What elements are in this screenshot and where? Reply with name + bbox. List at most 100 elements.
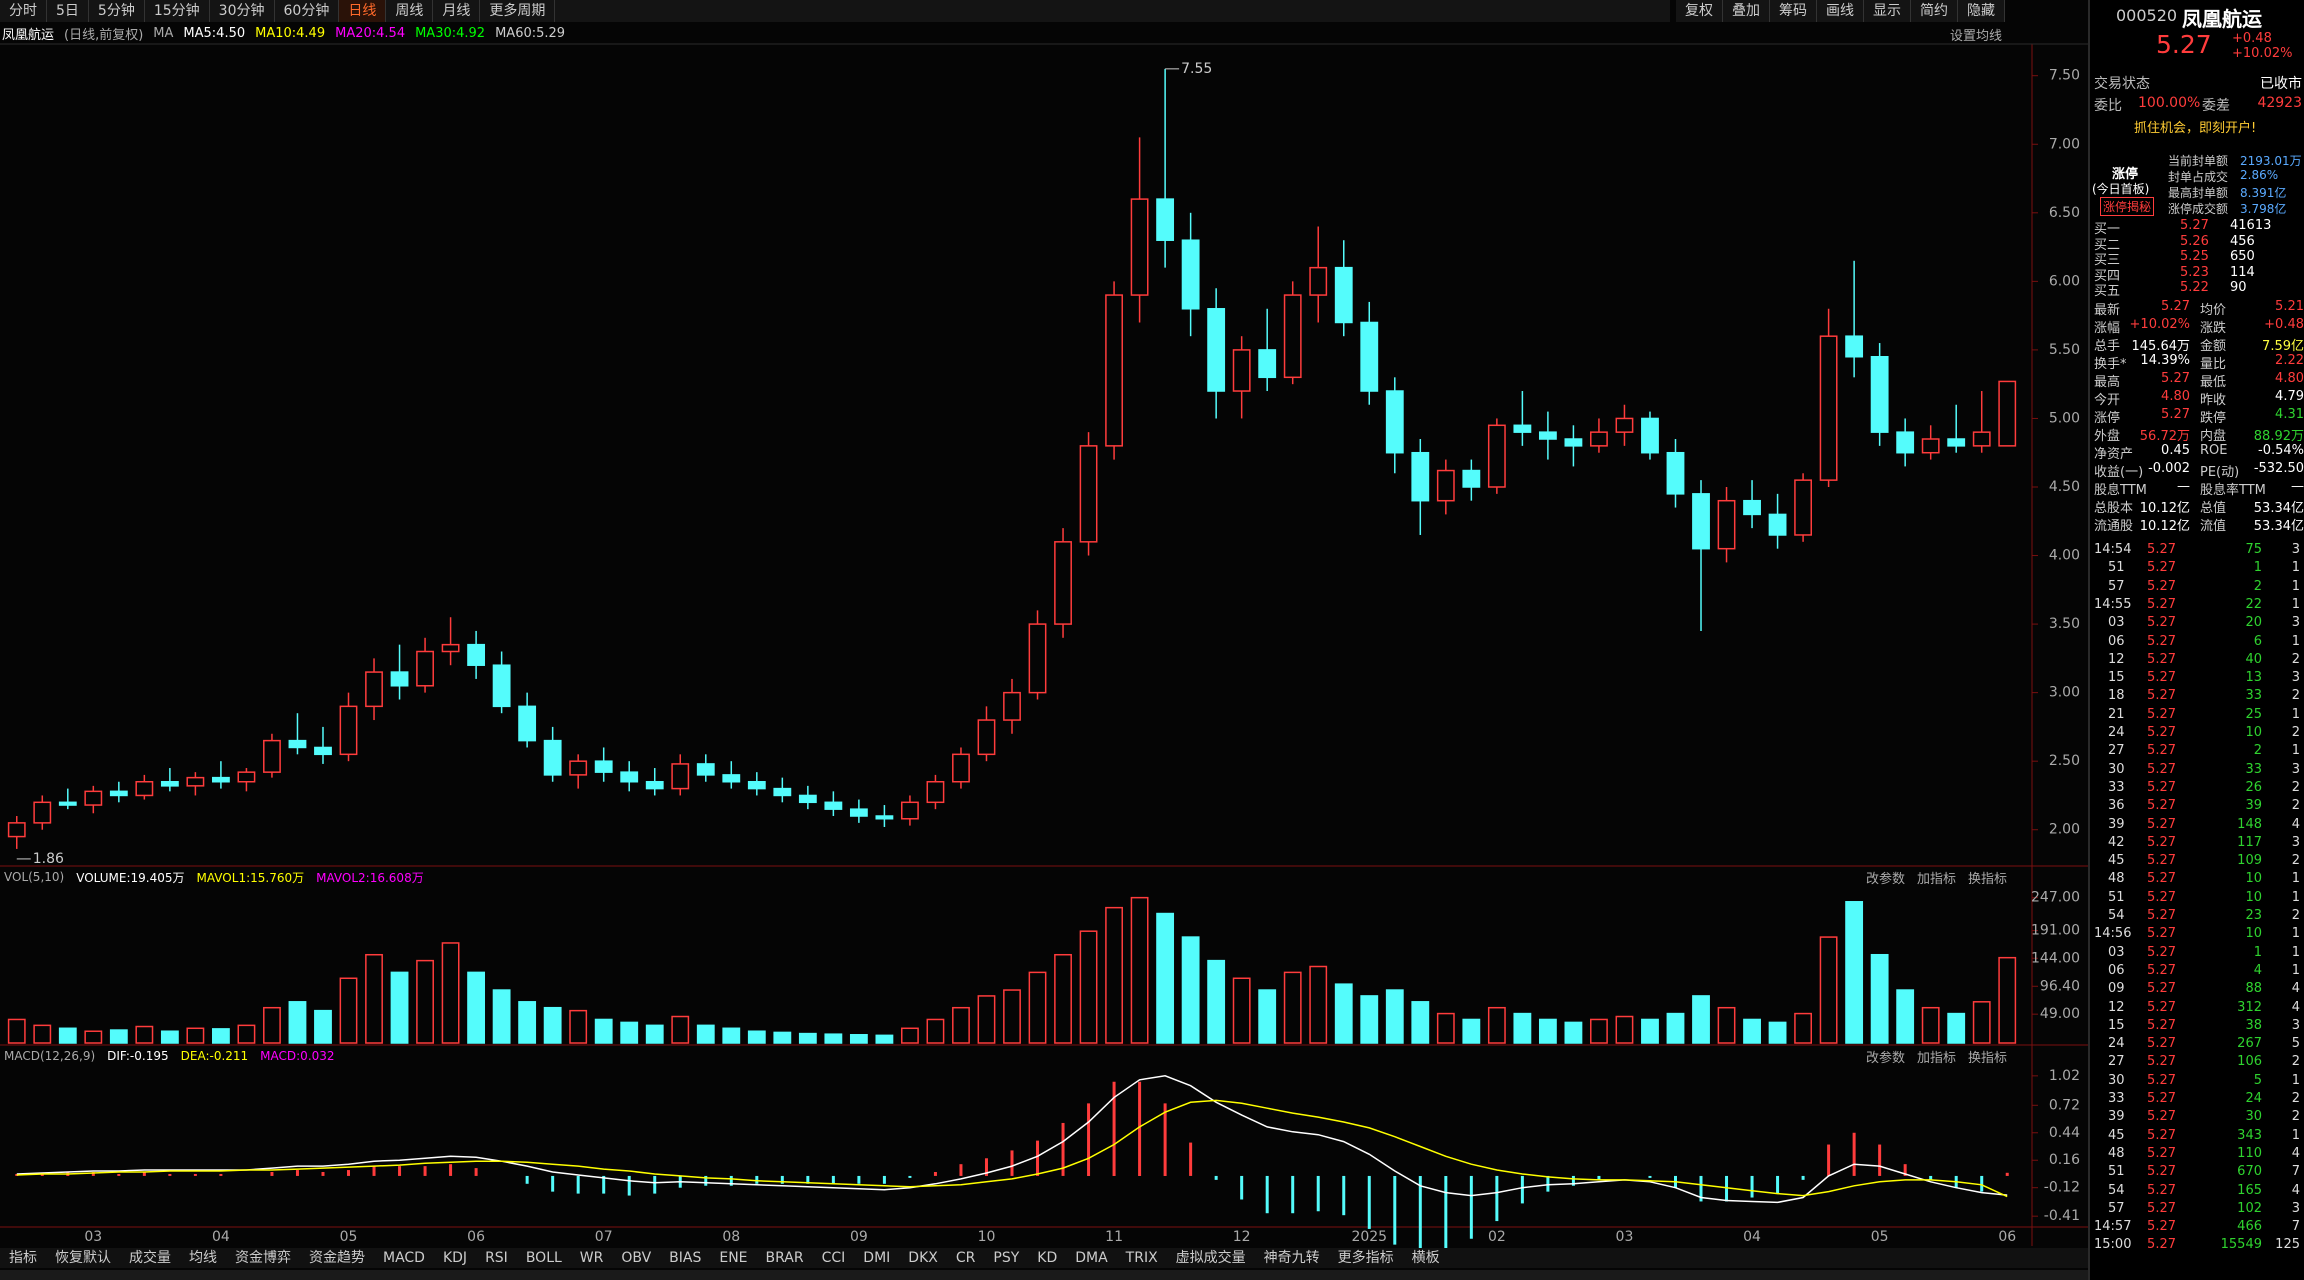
period-tab[interactable]: 5分钟 xyxy=(89,0,145,22)
indicator-tab[interactable]: BOLL xyxy=(525,1250,562,1266)
tick-price: 5.27 xyxy=(2147,1017,2176,1033)
indicator-tab[interactable]: KD xyxy=(1037,1250,1058,1266)
period-tab[interactable]: 更多周期 xyxy=(480,0,556,22)
volume-bar xyxy=(1666,1012,1685,1044)
tool-button[interactable]: 复权 xyxy=(1676,0,1723,22)
tool-button[interactable]: 隐藏 xyxy=(1958,0,2005,22)
candle-body xyxy=(1232,349,1251,392)
stat-label: 总值 xyxy=(2200,501,2227,516)
period-tab[interactable]: 60分钟 xyxy=(275,0,340,22)
indicator-tab[interactable]: CR xyxy=(955,1250,976,1266)
period-tab[interactable]: 分时 xyxy=(0,0,47,22)
ma-label: MA xyxy=(153,25,174,41)
x-tick-label: 04 xyxy=(1743,1229,1761,1245)
indicator-tab[interactable]: WR xyxy=(579,1250,604,1266)
stat-value: 145.64万 xyxy=(2131,339,2191,354)
panel-button[interactable]: 加指标 xyxy=(1917,1050,1957,1066)
tick-time: 24 xyxy=(2108,1036,2125,1052)
candle-body xyxy=(1436,469,1455,502)
promo-link[interactable]: 抓住机会，即刻开户! xyxy=(2134,121,2257,136)
chart-mode: (日线,前复权) xyxy=(64,27,144,43)
indicator-tab[interactable]: OBV xyxy=(621,1250,652,1266)
book-price: 5.25 xyxy=(2180,249,2209,264)
indicator-tab[interactable]: 神奇九转 xyxy=(1263,1250,1320,1266)
volume-bar xyxy=(492,989,511,1044)
volume-bar xyxy=(7,1018,26,1044)
tick-volume: 24 xyxy=(2245,1091,2262,1106)
panel-button[interactable]: 加指标 xyxy=(1917,871,1957,887)
panel-button[interactable]: 改参数 xyxy=(1866,871,1906,887)
volume-bar xyxy=(620,1021,639,1044)
indicator-tab[interactable]: 指标 xyxy=(9,1250,37,1266)
indicator-tab[interactable]: RSI xyxy=(485,1250,508,1266)
tick-count: 2 xyxy=(2291,853,2300,869)
tick-volume: 165 xyxy=(2237,1182,2262,1198)
indicator-tab[interactable]: KDJ xyxy=(442,1250,468,1266)
limit-up-subtitle: (今日首板) xyxy=(2092,182,2150,196)
indicator-tab[interactable]: 更多指标 xyxy=(1337,1250,1394,1266)
period-tab[interactable]: 15分钟 xyxy=(145,0,210,22)
x-tick-label: 03 xyxy=(84,1229,102,1245)
indicator-tab[interactable]: TRIX xyxy=(1125,1250,1158,1266)
tick-volume: 109 xyxy=(2237,853,2262,869)
volume-bar xyxy=(339,977,358,1044)
book-price: 5.22 xyxy=(2180,280,2209,295)
tool-button[interactable]: 显示 xyxy=(1864,0,1911,22)
limit-up-button[interactable]: 涨停揭秘 xyxy=(2100,197,2155,216)
indicator-tab[interactable]: 虚拟成交量 xyxy=(1175,1250,1246,1266)
stat-label: ROE xyxy=(2200,443,2228,458)
indicator-tab[interactable]: MACD xyxy=(383,1250,425,1266)
indicator-tab[interactable]: DMI xyxy=(863,1250,891,1266)
period-tab[interactable]: 周线 xyxy=(386,0,434,22)
tick-price: 5.27 xyxy=(2147,706,2176,722)
tick-volume: 4 xyxy=(2253,962,2262,978)
indicator-tab[interactable]: DKX xyxy=(908,1250,938,1266)
tick-time: 15 xyxy=(2108,1017,2125,1033)
tool-button[interactable]: 筹码 xyxy=(1770,0,1817,22)
volume-bar xyxy=(109,1029,128,1044)
period-tab[interactable]: 日线 xyxy=(339,0,387,22)
y-tick-label: 6.50 xyxy=(2049,205,2080,221)
tick-count: 1 xyxy=(2291,578,2300,594)
indicator-tab[interactable]: DMA xyxy=(1075,1250,1108,1266)
indicator-tab[interactable]: ENE xyxy=(719,1250,748,1266)
period-tab[interactable]: 月线 xyxy=(433,0,481,22)
stat-value: +10.02% xyxy=(2129,317,2190,332)
indicator-tab[interactable]: 成交量 xyxy=(129,1250,171,1266)
tick-price: 5.27 xyxy=(2147,1145,2176,1161)
tick-volume: 20 xyxy=(2245,615,2262,631)
tick-price: 5.27 xyxy=(2147,1091,2176,1106)
panel-button[interactable]: 换指标 xyxy=(1968,1050,2008,1066)
period-tab[interactable]: 30分钟 xyxy=(210,0,275,22)
tool-button[interactable]: 叠加 xyxy=(1723,0,1770,22)
tool-button[interactable]: 简约 xyxy=(1911,0,1958,22)
candle-body xyxy=(263,739,281,773)
candle-body xyxy=(1003,691,1021,721)
period-tab[interactable]: 5日 xyxy=(47,0,89,22)
y-tick-label: 191.00 xyxy=(2031,923,2080,939)
x-tick-label: 07 xyxy=(595,1229,613,1245)
volume-bar xyxy=(1309,965,1328,1044)
panel-button[interactable]: 改参数 xyxy=(1866,1050,1906,1066)
volume-bar xyxy=(901,1027,919,1044)
tool-button[interactable]: 画线 xyxy=(1817,0,1864,22)
candle-body xyxy=(365,671,383,708)
book-price: 5.23 xyxy=(2180,264,2209,280)
indicator-tab[interactable]: 恢复默认 xyxy=(55,1250,111,1266)
panel-title: VOL(5,10) xyxy=(4,870,65,884)
indicator-tab[interactable]: CCI xyxy=(821,1250,846,1266)
indicator-tab[interactable]: 横板 xyxy=(1411,1250,1440,1266)
indicator-tab[interactable]: PSY xyxy=(993,1250,1020,1266)
ratio-label: 委比 xyxy=(2094,98,2122,114)
ma-settings[interactable]: 设置均线 xyxy=(1950,29,2003,44)
panel-button[interactable]: 换指标 xyxy=(1968,871,2008,887)
indicator-tab[interactable]: BRAR xyxy=(765,1250,804,1266)
tick-count: 2 xyxy=(2291,1091,2300,1106)
indicator-tab[interactable]: 资金趋势 xyxy=(309,1250,365,1266)
indicator-tab[interactable]: BIAS xyxy=(669,1250,702,1266)
tick-count: 7 xyxy=(2291,1219,2300,1235)
indicator-tab[interactable]: 均线 xyxy=(189,1250,217,1266)
volume-bar xyxy=(1156,912,1175,1044)
tick-time: 45 xyxy=(2108,1127,2125,1143)
indicator-tab[interactable]: 资金博弈 xyxy=(235,1250,291,1266)
